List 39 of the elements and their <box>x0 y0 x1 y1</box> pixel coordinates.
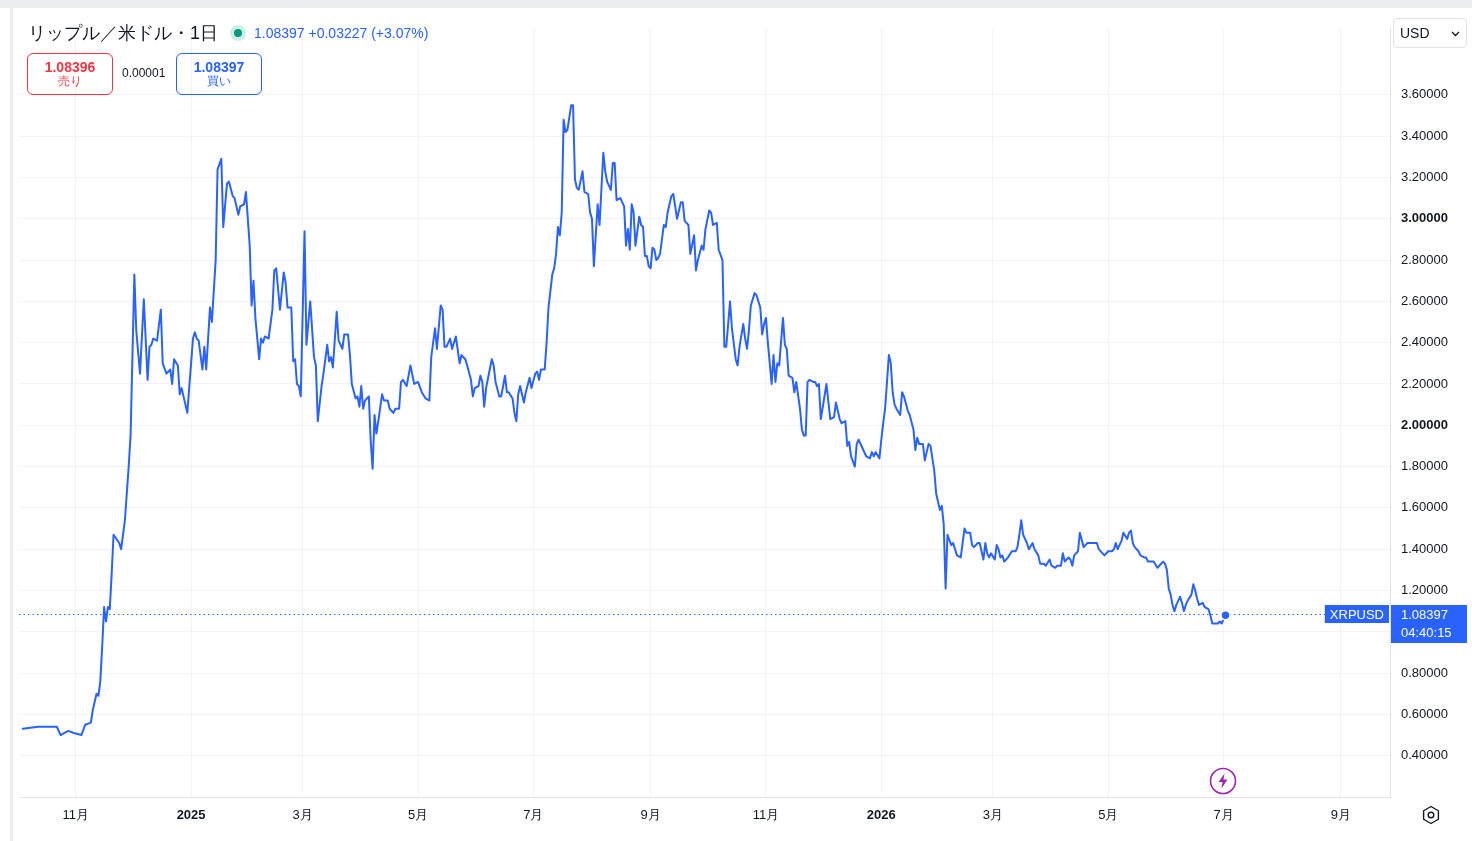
x-tick-label: 2026 <box>866 807 896 823</box>
text: USD <box>1400 25 1430 41</box>
y-tick-label: 3.00000 <box>1401 210 1448 226</box>
y-tick-label: 3.40000 <box>1401 127 1448 143</box>
y-tick-label: 2.40000 <box>1401 334 1448 350</box>
annotation: 1.08396 <box>44 59 96 76</box>
y-tick-label: 2.60000 <box>1401 292 1448 308</box>
y-tick-label: 3.60000 <box>1401 86 1448 102</box>
y-tick-label: 1.80000 <box>1401 458 1448 474</box>
x-tick-label: 7月 <box>523 807 544 823</box>
chart-title: リップル／米ドル・1日 <box>28 22 219 45</box>
x-tick-label: 9月 <box>1330 807 1351 823</box>
y-tick-label: 3.20000 <box>1401 169 1448 185</box>
y-tick-label: 2.00000 <box>1401 416 1448 432</box>
x-tick-label: 11月 <box>62 807 89 823</box>
annotation: 売り <box>58 74 82 89</box>
chart-subtitle: 1.08397 +0.03227 (+3.07%) <box>254 25 429 41</box>
x-tick-label: 5月 <box>407 807 429 823</box>
y-tick-label: 2.80000 <box>1401 251 1448 267</box>
x-tick-label: 2025 <box>176 807 206 823</box>
x-tick-label: 7月 <box>1213 807 1234 823</box>
y-tick-label: 1.60000 <box>1401 499 1448 515</box>
y-tick-label: 1.40000 <box>1401 540 1448 556</box>
x-tick-label: 3月 <box>292 807 313 823</box>
annotation: 0.00001 <box>122 66 166 80</box>
x-tick-label: 11月 <box>752 807 780 823</box>
ref-line-label: XRPUSD <box>1329 606 1385 622</box>
y-tick-label: 0.80000 <box>1401 664 1448 680</box>
y-tick-label: 2.20000 <box>1401 375 1448 391</box>
annotation: 1.08397 <box>193 59 245 76</box>
y-tick-label: 0.40000 <box>1401 747 1448 763</box>
x-tick-label: 3月 <box>982 807 1003 823</box>
y-tick-label: 0.60000 <box>1401 705 1448 721</box>
text: 04:40:15 <box>1401 624 1452 640</box>
x-tick-label: 5月 <box>1098 807 1119 823</box>
x-tick-label: 9月 <box>640 807 661 823</box>
y-tick-label: 1.20000 <box>1401 582 1448 598</box>
text: 1.08397 <box>1401 606 1448 622</box>
annotation: 買い <box>207 74 231 89</box>
